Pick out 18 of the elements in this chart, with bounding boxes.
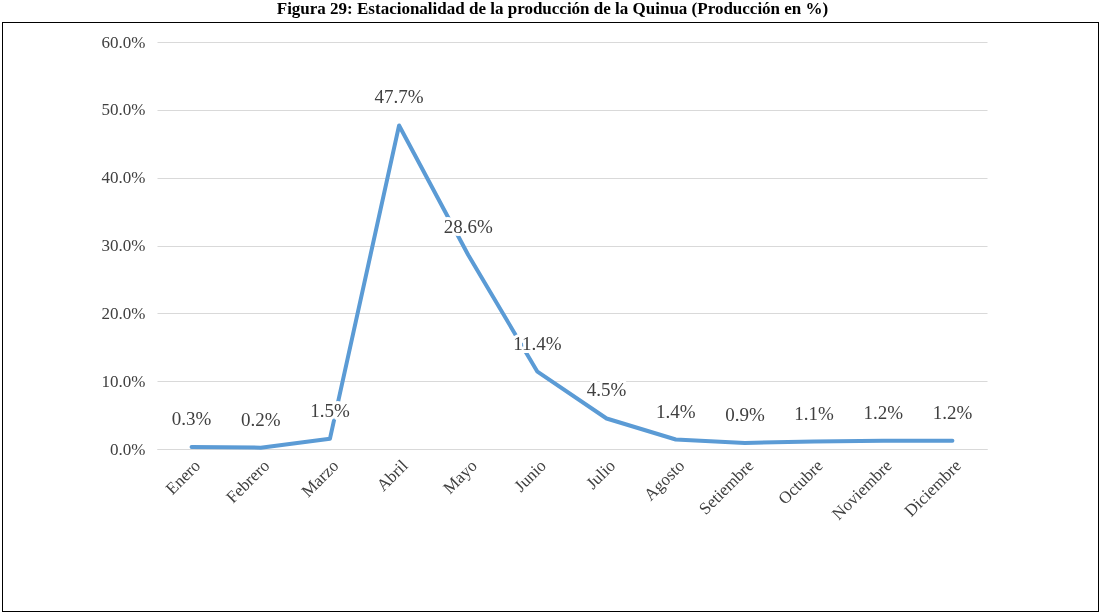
y-tick-label: 40.0% — [101, 168, 146, 188]
data-label: 0.9% — [725, 403, 765, 425]
x-tick-label: Julio — [582, 456, 620, 493]
y-tick-label: 10.0% — [101, 371, 146, 391]
y-tick-label: 50.0% — [101, 100, 146, 120]
y-tick-label: 30.0% — [101, 236, 146, 255]
data-label: 1.4% — [655, 400, 696, 422]
data-label: 0.2% — [240, 408, 281, 430]
data-label: 4.5% — [586, 379, 627, 401]
data-label: 1.2% — [863, 401, 904, 423]
y-tick-label: 0.0% — [110, 439, 146, 459]
chart-title: Figura 29: Estacionalidad de la producción de la Quinua (Producción en %) — [275, 0, 830, 20]
y-tick-label: 60.0% — [101, 32, 146, 52]
data-label: 1.1% — [794, 402, 835, 424]
data-label: 47.7% — [374, 86, 424, 108]
data-label: 0.3% — [171, 407, 212, 429]
data-label: 1.2% — [932, 401, 973, 423]
y-tick-label: 20.0% — [101, 303, 146, 323]
